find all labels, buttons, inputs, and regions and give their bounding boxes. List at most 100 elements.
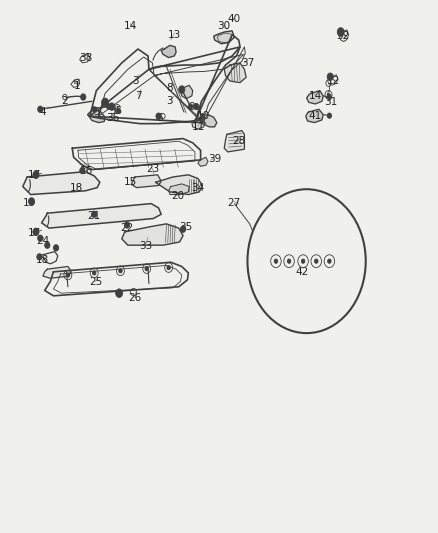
Text: 24: 24 [36,236,49,246]
Text: 8: 8 [166,83,173,93]
Text: 17: 17 [28,170,41,180]
Circle shape [314,259,318,263]
Circle shape [179,86,185,93]
Circle shape [37,254,42,260]
Circle shape [38,235,43,241]
Text: 3: 3 [132,76,139,86]
Text: 18: 18 [70,183,83,192]
Circle shape [274,259,278,263]
Circle shape [167,265,170,270]
Text: 14: 14 [124,21,137,30]
Text: 22: 22 [120,223,134,233]
Circle shape [80,167,85,174]
Circle shape [145,266,148,271]
Circle shape [188,104,193,109]
Text: 28: 28 [232,136,245,146]
Text: 35: 35 [180,222,193,231]
Circle shape [92,211,97,217]
Polygon shape [224,63,246,83]
Text: 17: 17 [28,229,41,238]
Text: 5: 5 [93,107,100,117]
Text: 15: 15 [124,177,137,187]
Circle shape [327,73,333,80]
Text: 42: 42 [296,267,309,277]
Polygon shape [192,118,205,129]
Polygon shape [199,115,217,127]
Polygon shape [88,109,105,123]
Text: 38: 38 [79,53,92,62]
Circle shape [28,198,35,205]
Circle shape [53,245,59,251]
Text: 1: 1 [73,82,80,91]
Circle shape [156,113,161,119]
Circle shape [124,222,130,228]
Text: 25: 25 [89,278,102,287]
Polygon shape [307,91,323,104]
Circle shape [287,259,291,263]
Text: 27: 27 [228,198,241,207]
Circle shape [337,28,344,36]
Circle shape [194,103,199,110]
Circle shape [301,259,305,263]
Circle shape [45,242,50,248]
Text: 31: 31 [324,98,337,107]
Circle shape [116,289,123,297]
Text: 12: 12 [327,76,340,86]
Circle shape [116,108,120,114]
Circle shape [81,94,86,100]
Polygon shape [122,224,183,245]
Circle shape [247,189,366,333]
Circle shape [66,273,70,277]
Polygon shape [131,175,161,188]
Polygon shape [262,248,334,273]
Text: 20: 20 [171,191,184,201]
Polygon shape [180,85,193,99]
Text: 3: 3 [166,96,173,106]
Text: 7: 7 [134,91,141,101]
Text: 34: 34 [191,183,205,192]
Text: 2: 2 [61,96,68,106]
Circle shape [200,114,205,119]
Circle shape [119,269,122,273]
Text: 40: 40 [228,14,241,23]
Text: 35: 35 [110,106,123,116]
Circle shape [180,226,186,232]
Text: 33: 33 [139,241,152,251]
Text: 10: 10 [197,111,210,121]
Circle shape [33,171,39,179]
Text: 32: 32 [336,31,349,41]
Polygon shape [155,175,202,195]
Text: 30: 30 [217,21,230,30]
Text: 14: 14 [309,91,322,101]
Polygon shape [23,172,100,195]
Polygon shape [214,31,234,44]
Polygon shape [161,45,176,58]
Text: 39: 39 [208,154,221,164]
Circle shape [92,271,96,275]
Text: 41: 41 [309,111,322,121]
Circle shape [33,228,39,236]
Circle shape [106,104,111,109]
Text: 19: 19 [23,198,36,207]
Circle shape [92,107,96,112]
Circle shape [328,259,331,263]
Polygon shape [169,184,189,195]
Circle shape [327,94,332,100]
Text: 36: 36 [106,114,120,123]
Polygon shape [224,131,244,152]
Polygon shape [306,109,323,123]
Text: 21: 21 [88,211,101,221]
Circle shape [38,106,43,112]
Text: 26: 26 [128,294,141,303]
Text: 16: 16 [80,166,93,175]
Polygon shape [198,157,208,166]
Text: 13: 13 [168,30,181,39]
Polygon shape [43,266,71,278]
Text: 4: 4 [39,107,46,117]
Text: 9: 9 [188,102,195,111]
Text: 23: 23 [146,165,159,174]
Polygon shape [42,204,161,228]
Circle shape [327,93,330,96]
Text: 37: 37 [241,58,254,68]
Text: 11: 11 [191,122,205,132]
